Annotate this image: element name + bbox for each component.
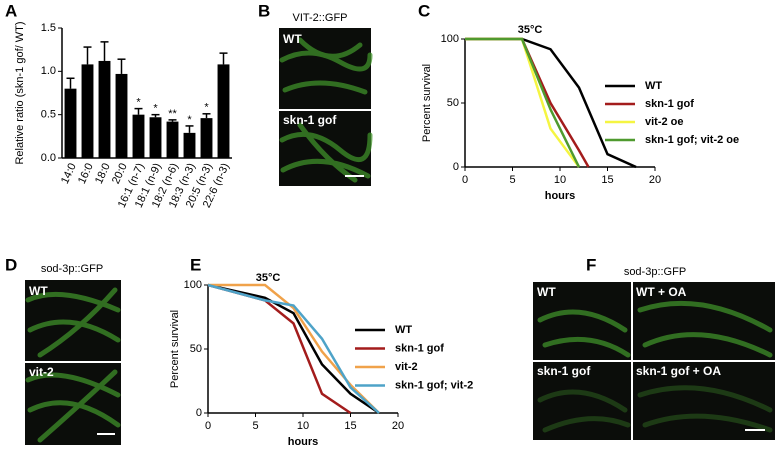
y-tick-label: 0.5 bbox=[41, 109, 56, 121]
y-tick-label: 0 bbox=[453, 161, 459, 173]
x-tick-label: 0 bbox=[205, 420, 211, 432]
image-title: sod-3p::GFP bbox=[624, 266, 686, 278]
panel-label: D bbox=[5, 255, 17, 274]
worm bbox=[25, 369, 121, 443]
legend-label: vit-2 oe bbox=[645, 116, 684, 128]
worm bbox=[279, 37, 373, 95]
bar bbox=[200, 118, 213, 158]
x-tick-label: 20 bbox=[649, 174, 661, 186]
y-tick-label: 1.0 bbox=[41, 65, 56, 77]
image-label: WT bbox=[537, 285, 556, 299]
legend-label: WT bbox=[395, 324, 412, 336]
x-tick-label: 10 bbox=[297, 420, 309, 432]
worm bbox=[25, 287, 121, 358]
panel-label: A bbox=[5, 1, 17, 20]
x-axis-label: hours bbox=[288, 436, 319, 448]
image-panel-b: VIT-2::GFP WT skn-1 gof bbox=[279, 12, 373, 186]
y-tick-label: 100 bbox=[441, 33, 459, 45]
legend-label: skn-1 gof bbox=[395, 342, 444, 354]
y-tick-label: 50 bbox=[190, 343, 202, 355]
significance: * bbox=[204, 102, 209, 114]
x-tick-label: 0 bbox=[462, 174, 468, 186]
panel-label: B bbox=[258, 1, 270, 20]
legend-label: vit-2 bbox=[395, 361, 418, 373]
x-tick-label: 15 bbox=[344, 420, 356, 432]
image-panel-f: sod-3p::GFP WT WT + OA skn-1 gof skn-1 g… bbox=[533, 266, 775, 440]
x-tick-label: 20 bbox=[392, 420, 404, 432]
legend-label: WT bbox=[645, 80, 662, 92]
chart-title: 35°C bbox=[518, 24, 543, 36]
x-tick-label: 5 bbox=[509, 174, 515, 186]
bar bbox=[132, 114, 145, 158]
x-axis-label: hours bbox=[545, 190, 576, 202]
x-tick-label: 16:0 bbox=[76, 161, 96, 185]
image-panel-d: sod-3p::GFP WT vit-2 bbox=[25, 263, 121, 445]
y-axis-label: Relative ratio (skn-1 gof/ WT) bbox=[14, 21, 26, 164]
image-label: WT bbox=[29, 284, 48, 298]
image-title: VIT-2::GFP bbox=[292, 12, 347, 24]
panel-label: C bbox=[418, 1, 430, 20]
y-tick-label: 100 bbox=[184, 279, 202, 291]
significance: ** bbox=[168, 108, 177, 120]
y-tick-label: 50 bbox=[447, 97, 459, 109]
survival-line bbox=[465, 37, 581, 168]
image-label: skn-1 gof bbox=[537, 364, 591, 378]
x-tick-label: 15 bbox=[601, 174, 613, 186]
y-tick-label: 0.0 bbox=[41, 152, 56, 164]
worm bbox=[537, 385, 773, 433]
bar bbox=[115, 73, 128, 158]
panel-label: E bbox=[190, 255, 201, 274]
legend-label: skn-1 gof; vit-2 bbox=[395, 379, 473, 391]
survival-line bbox=[465, 37, 581, 168]
survival-line bbox=[208, 283, 380, 414]
x-tick-label: 5 bbox=[252, 420, 258, 432]
y-axis-label: Percent survival bbox=[169, 310, 181, 388]
image-label: WT bbox=[283, 32, 302, 46]
legend-label: skn-1 gof bbox=[645, 98, 694, 110]
bar bbox=[81, 64, 94, 158]
worm bbox=[537, 300, 773, 358]
bar bbox=[183, 132, 196, 158]
y-tick-label: 0 bbox=[196, 407, 202, 419]
panel-label: F bbox=[586, 255, 596, 274]
bar bbox=[98, 60, 111, 158]
image-label: WT + OA bbox=[636, 285, 687, 299]
x-tick-label: 10 bbox=[554, 174, 566, 186]
image-label: skn-1 gof + OA bbox=[636, 364, 721, 378]
legend-label: skn-1 gof; vit-2 oe bbox=[645, 134, 739, 146]
image-label: skn-1 gof bbox=[283, 113, 337, 127]
x-tick-label: 18:0 bbox=[93, 161, 113, 185]
significance: * bbox=[187, 114, 192, 126]
image-title: sod-3p::GFP bbox=[41, 263, 103, 275]
image-label: vit-2 bbox=[29, 365, 54, 379]
significance: * bbox=[136, 97, 141, 109]
bar bbox=[166, 121, 179, 158]
significance: * bbox=[153, 103, 158, 115]
x-tick-label: 14:0 bbox=[59, 161, 79, 185]
survival-line bbox=[207, 283, 380, 414]
panel-letters: A B C D E F bbox=[5, 1, 596, 274]
bar bbox=[217, 64, 230, 158]
bar bbox=[149, 117, 162, 158]
bar bbox=[64, 88, 77, 158]
y-axis-label: Percent survival bbox=[421, 64, 433, 142]
survival-line bbox=[207, 283, 380, 415]
chart-title: 35°C bbox=[256, 272, 281, 284]
y-tick-label: 1.5 bbox=[41, 22, 56, 34]
